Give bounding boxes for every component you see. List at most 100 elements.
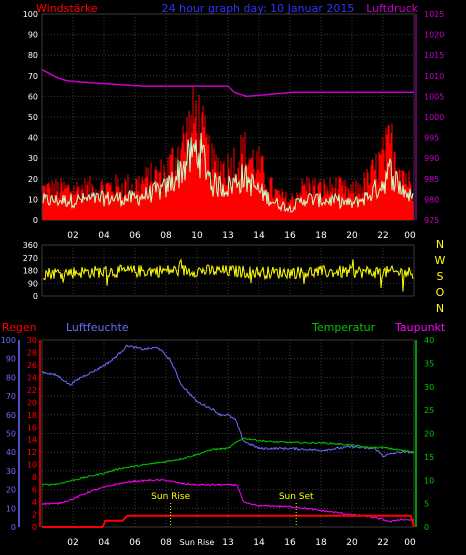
direction-y-tick-label: 360 — [23, 241, 38, 250]
humidity-line — [41, 344, 415, 458]
wind-panel-x-tick-label: 10 — [191, 231, 203, 241]
humidity-y-tick-label: 50 — [6, 430, 16, 439]
wind-y-tick-label: 50 — [28, 113, 38, 122]
wind-y-tick-label: 90 — [28, 31, 38, 40]
wind-y-tick-label: 0 — [33, 216, 38, 225]
direction-y-tick-label: 0 — [33, 292, 38, 301]
direction-y-tick-label: 180 — [23, 267, 38, 276]
pressure-y-tick-label: 990 — [424, 154, 439, 163]
climate-panel-frame — [41, 339, 415, 528]
humidity-y-tick-label: 10 — [6, 504, 16, 513]
wind-panel-x-tick-label: 14 — [253, 231, 265, 241]
climate-panel-x-tick-label: 14 — [253, 538, 265, 548]
dewpoint-axis-title: Taupunkt — [394, 321, 446, 334]
rain-y-tick-label: 0 — [32, 523, 37, 532]
humidity-y-tick-label: 100 — [1, 336, 16, 345]
temperature-y-tick-label: 35 — [424, 359, 434, 368]
pressure-line — [41, 68, 414, 98]
rain-y-tick-label: 12 — [27, 448, 37, 457]
humidity-y-tick-label: 40 — [6, 448, 16, 457]
temperature-line — [41, 437, 415, 486]
wind-y-tick-label: 10 — [28, 195, 38, 204]
wind-y-tick-label: 20 — [28, 175, 38, 184]
compass-label: N — [436, 302, 444, 315]
wind-panel-x-tick-label: 08 — [160, 231, 172, 241]
sun-rise-label: Sun Rise — [151, 492, 190, 502]
temperature-y-tick-label: 30 — [424, 383, 434, 392]
wind-y-tick-label: 70 — [28, 72, 38, 81]
rain-y-tick-label: 26 — [27, 361, 37, 370]
compass-label: N — [436, 238, 444, 251]
climate-panel-x-tick-label: 08 — [160, 538, 172, 548]
rain-y-tick-label: 2 — [32, 511, 37, 520]
humidity-y-tick-label: 0 — [11, 523, 16, 532]
rain-y-tick-label: 8 — [32, 473, 37, 482]
direction-line — [42, 258, 414, 292]
wind-panel-x-tick-label: 13 — [222, 231, 233, 241]
rain-y-tick-label: 24 — [27, 373, 37, 382]
temperature-y-tick-label: 20 — [424, 430, 434, 439]
humidity-y-tick-label: 30 — [6, 467, 16, 476]
rain-y-tick-label: 16 — [27, 423, 37, 432]
climate-panel-x-tick-label: 16 — [284, 538, 296, 548]
rain-y-tick-label: 22 — [27, 386, 37, 395]
humidity-y-tick-label: 60 — [6, 411, 16, 420]
temperature-y-tick-label: 15 — [424, 453, 434, 462]
pressure-y-tick-label: 985 — [424, 175, 439, 184]
climate-panel-x-tick-label: 00 — [404, 538, 416, 548]
chart-title: 24 hour graph day: 10 Januar 2015 — [162, 2, 355, 15]
humidity-y-tick-label: 70 — [6, 392, 16, 401]
rain-axis-title: Regen — [2, 321, 37, 334]
pressure-y-tick-label: 975 — [424, 216, 439, 225]
wind-avg-line — [42, 132, 414, 213]
wind-y-tick-label: 80 — [28, 51, 38, 60]
wind-panel-x-tick-label: 22 — [377, 231, 388, 241]
humidity-y-tick-label: 90 — [6, 355, 16, 364]
wind-avg-series — [42, 132, 414, 213]
temperature-y-tick-label: 25 — [424, 406, 434, 415]
temperature-y-tick-label: 40 — [424, 336, 434, 345]
climate-panel-x-tick-label: 20 — [346, 538, 358, 548]
rain-y-tick-label: 6 — [32, 486, 37, 495]
pressure-axis-title: Luftdruck — [366, 2, 418, 15]
pressure-y-tick-label: 1005 — [424, 92, 444, 101]
direction-y-tick-label: 270 — [23, 254, 38, 263]
dewpoint-line — [41, 478, 415, 523]
temperature-axis-title: Temperatur — [311, 321, 376, 334]
climate-panel-x-tick-label: 02 — [67, 538, 78, 548]
climate-panel-x-tick-label: 04 — [98, 538, 110, 548]
wind-panel-x-tick-label: 00 — [404, 231, 416, 241]
wind-panel-x-tick-label: 02 — [67, 231, 78, 241]
wind-axis-title: Windstärke — [36, 2, 98, 15]
sun-set-label: Sun Set — [279, 492, 314, 502]
rain-y-tick-label: 10 — [27, 461, 37, 470]
wind-panel-x-tick-label: 20 — [346, 231, 358, 241]
wind-panel-x-tick-label: 06 — [129, 231, 141, 241]
wind-y-tick-label: 30 — [28, 154, 38, 163]
rain-y-tick-label: 4 — [32, 498, 37, 507]
pressure-y-tick-label: 995 — [424, 134, 439, 143]
temperature-y-tick-label: 10 — [424, 476, 434, 485]
climate-panel-grid — [41, 339, 415, 528]
climate-panel-x-tick-label: Sun Rise — [180, 538, 215, 547]
humidity-axis-title: Luftfeuchte — [66, 321, 129, 334]
humidity-y-tick-label: 80 — [6, 373, 16, 382]
rain-y-tick-label: 30 — [27, 336, 37, 345]
pressure-y-tick-label: 1025 — [424, 10, 444, 19]
wind-panel-x-tick-label: 04 — [98, 231, 110, 241]
temperature-y-tick-label: 0 — [424, 523, 429, 532]
rain-y-tick-label: 20 — [27, 398, 37, 407]
pressure-y-tick-label: 1000 — [424, 113, 444, 122]
climate-panel-x-tick-label: 06 — [129, 538, 141, 548]
direction-panel-frame — [41, 244, 415, 297]
compass-label: W — [435, 254, 446, 267]
rain-y-tick-label: 18 — [27, 411, 37, 420]
pressure-y-tick-label: 1020 — [424, 31, 444, 40]
rain-y-tick-label: 28 — [27, 348, 37, 357]
pressure-y-tick-label: 1010 — [424, 72, 444, 81]
compass-label: S — [437, 270, 444, 283]
wind-panel-x-tick-label: 18 — [315, 231, 327, 241]
temperature-y-tick-label: 5 — [424, 500, 429, 509]
climate-panel-x-tick-label: 13 — [222, 538, 233, 548]
